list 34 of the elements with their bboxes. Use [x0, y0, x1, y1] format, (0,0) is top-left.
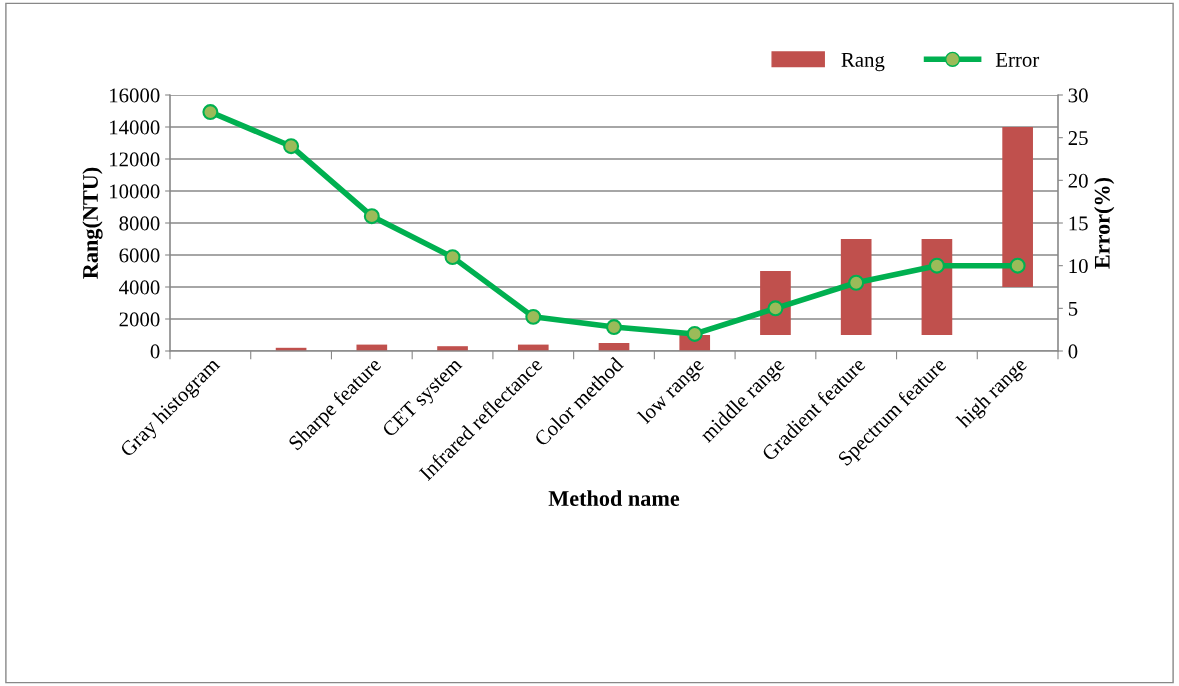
- y-tick-label: 6000: [119, 248, 160, 263]
- legend-label: Error: [995, 52, 1040, 67]
- y-tick-label: 12000: [110, 152, 160, 167]
- point: [1009, 257, 1026, 274]
- y2-tick-label: 15: [1069, 216, 1088, 231]
- y2-tick-label: 10: [1069, 259, 1088, 274]
- point: [848, 274, 865, 291]
- point: [525, 308, 542, 325]
- y2-tick-label: 20: [1068, 173, 1088, 188]
- point: [202, 104, 219, 121]
- y-tick-label: 14000: [110, 120, 160, 135]
- y-tick-label: 8000: [119, 216, 160, 231]
- bar: [921, 239, 953, 335]
- x-axis-title: Method name: [548, 490, 680, 506]
- y2-tick-label: 5: [1068, 301, 1078, 316]
- point: [283, 138, 300, 155]
- y-tick-label: 10000: [110, 184, 160, 199]
- point: [928, 257, 945, 274]
- y-tick-label: 2000: [119, 312, 160, 327]
- point: [363, 208, 380, 225]
- y2-axis-title: Error(%): [1094, 177, 1115, 269]
- point: [606, 319, 622, 336]
- y-tick-label: 16000: [110, 88, 160, 103]
- point: [444, 249, 461, 266]
- bar: [1002, 127, 1033, 287]
- y-tick-label: 4000: [119, 280, 160, 295]
- legend-label: Rang: [841, 52, 885, 72]
- y-tick-label: 0: [150, 344, 160, 359]
- y2-tick-label: 30: [1068, 88, 1088, 103]
- point: [686, 325, 703, 342]
- y2-tick-label: 25: [1068, 131, 1088, 146]
- y2-tick-label: 0: [1068, 344, 1078, 359]
- bar: [840, 239, 872, 335]
- y-axis-title: Rang(NTU): [82, 167, 103, 279]
